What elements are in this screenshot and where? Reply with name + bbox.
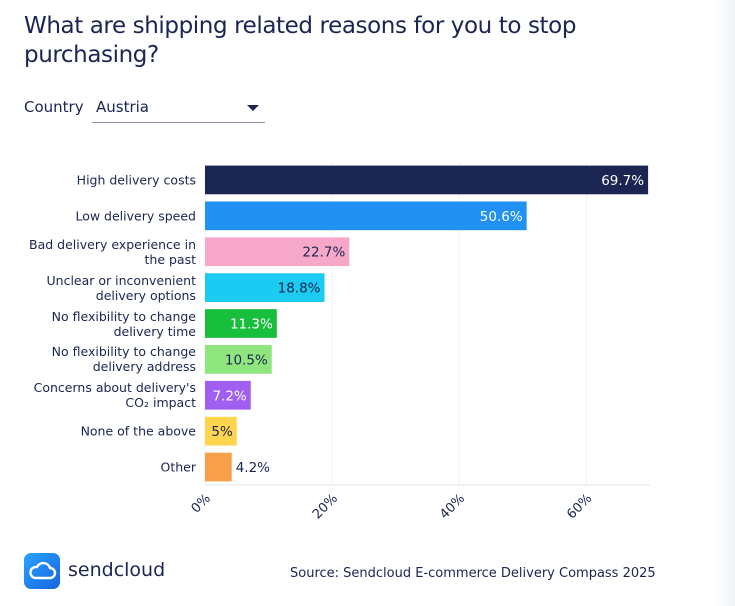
logo-text[interactable]: sendcloud <box>68 559 166 581</box>
bar <box>205 452 232 482</box>
dropdown-value: Austria <box>96 98 149 116</box>
category-label: Low delivery speed <box>75 208 196 224</box>
value-label: 11.3% <box>230 317 273 333</box>
bar <box>205 201 527 231</box>
category-label: None of the above <box>80 423 196 439</box>
cloud-icon <box>29 561 57 580</box>
value-label: 4.2% <box>236 460 270 476</box>
x-tick-label: 20% <box>310 491 341 522</box>
chart-title: What are shipping related reasons for yo… <box>24 13 577 68</box>
value-label: 5% <box>211 424 233 440</box>
country-dropdown[interactable]: Austria <box>92 96 265 123</box>
bar <box>205 309 277 338</box>
value-label: 7.2% <box>212 388 246 404</box>
category-label: No flexibility to change delivery time <box>51 308 196 339</box>
category-label: Other <box>160 459 197 475</box>
value-label: 10.5% <box>225 352 268 368</box>
value-label: 69.7% <box>601 173 644 189</box>
bar <box>205 273 325 302</box>
bar <box>205 165 649 195</box>
category-label: High delivery costs <box>76 172 196 188</box>
dropdown-caret[interactable] <box>247 105 259 111</box>
value-label: 22.7% <box>302 245 345 261</box>
category-label: Bad delivery experience in the past <box>29 236 196 267</box>
bar <box>205 380 251 410</box>
category-label: Unclear or inconvenient delivery options <box>46 272 196 303</box>
bar <box>205 237 350 267</box>
logo-icon[interactable] <box>24 553 60 589</box>
side-strip <box>713 0 735 606</box>
filter-label: Country <box>24 98 84 116</box>
x-tick-label: 60% <box>564 491 595 522</box>
bar <box>205 345 272 374</box>
x-tick-label: 40% <box>437 491 468 522</box>
category-label: No flexibility to change delivery addres… <box>51 344 196 375</box>
category-label: Concerns about delivery's CO₂ impact <box>33 380 196 411</box>
value-label: 18.8% <box>278 281 321 297</box>
x-tick-label: 0% <box>189 491 214 516</box>
value-label: 50.6% <box>480 209 523 225</box>
source-note: Source: Sendcloud E-commerce Delivery Co… <box>290 566 656 581</box>
bar <box>205 416 237 446</box>
